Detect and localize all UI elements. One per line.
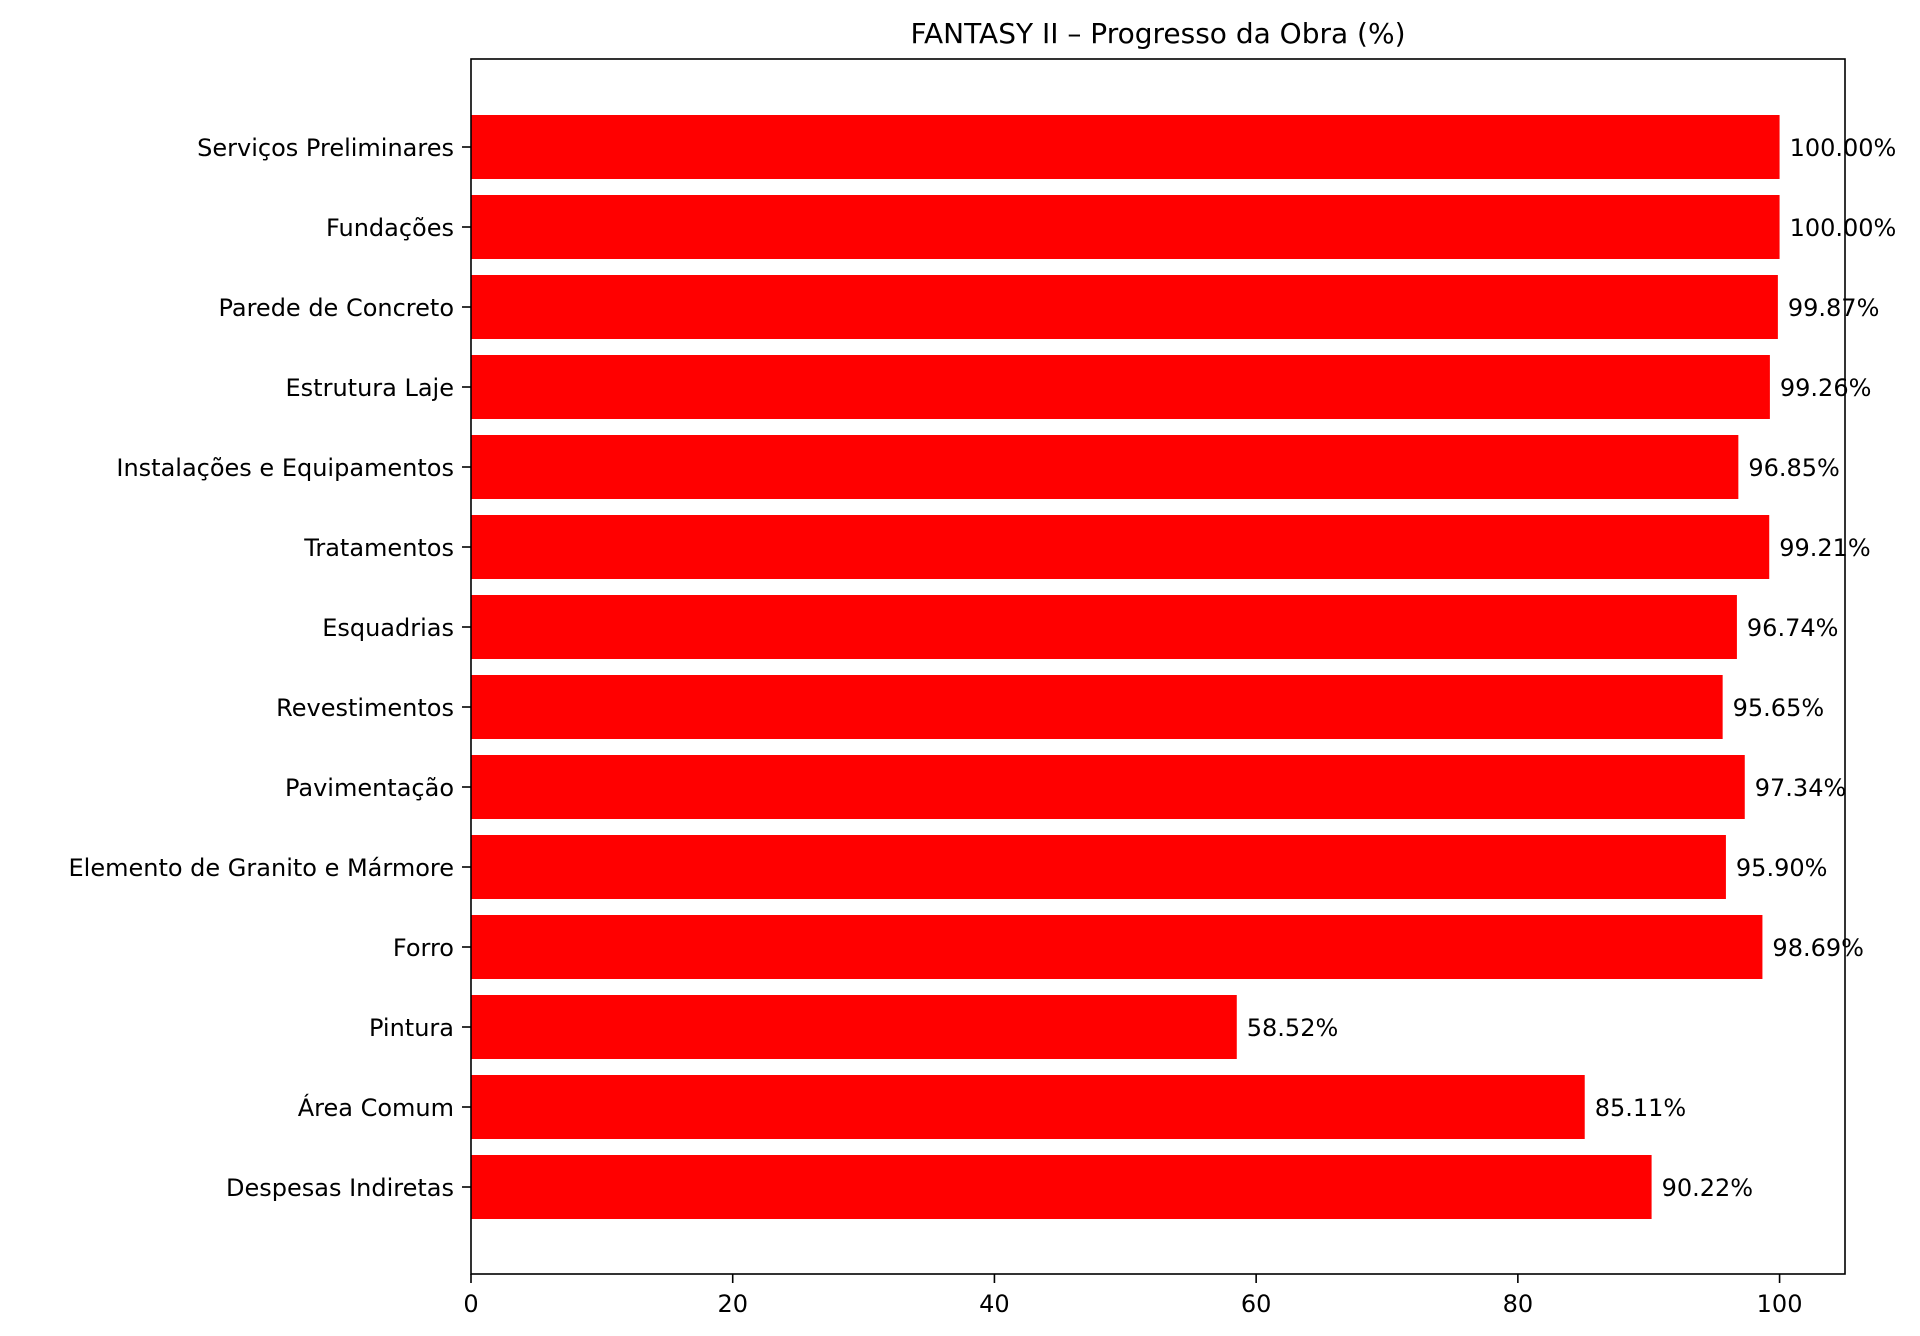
bar xyxy=(471,835,1726,899)
x-tick-label: 100 xyxy=(1757,1290,1803,1318)
data-label: 85.11% xyxy=(1595,1094,1687,1122)
x-tick-label: 40 xyxy=(979,1290,1010,1318)
data-label: 99.26% xyxy=(1780,374,1872,402)
bar xyxy=(471,515,1770,579)
x-axis: 0 20 40 60 80 100 xyxy=(463,1274,1802,1318)
data-label: 96.85% xyxy=(1748,454,1840,482)
data-labels-group: 100.00% 100.00% 99.87% 99.26% 96.85% 99.21% 96… xyxy=(1247,134,1897,1202)
y-tick-label: Revestimentos xyxy=(276,694,454,722)
bar xyxy=(471,675,1723,739)
data-label: 95.90% xyxy=(1736,854,1828,882)
data-label: 96.74% xyxy=(1747,614,1839,642)
y-tick-label: Serviços Preliminares xyxy=(197,134,454,162)
data-label: 99.87% xyxy=(1788,294,1880,322)
y-tick-label: Estrutura Laje xyxy=(286,374,455,402)
y-tick-label: Despesas Indiretas xyxy=(226,1174,454,1202)
bar xyxy=(471,1155,1652,1219)
bar xyxy=(471,275,1778,339)
data-label: 58.52% xyxy=(1247,1014,1339,1042)
y-tick-label: Parede de Concreto xyxy=(218,294,454,322)
y-tick-label: Esquadrias xyxy=(322,614,454,642)
x-tick-label: 80 xyxy=(1503,1290,1534,1318)
data-label: 95.65% xyxy=(1733,694,1825,722)
y-tick-label: Pavimentação xyxy=(285,774,454,802)
bar xyxy=(471,995,1237,1059)
x-tick-label: 0 xyxy=(463,1290,478,1318)
bar xyxy=(471,435,1739,499)
x-tick-label: 20 xyxy=(717,1290,748,1318)
data-label: 100.00% xyxy=(1790,214,1897,242)
bar xyxy=(471,595,1737,659)
y-tick-label: Forro xyxy=(393,934,454,962)
plot-area-frame xyxy=(470,58,1846,1275)
bars-group xyxy=(471,115,1780,1219)
bar xyxy=(471,115,1780,179)
data-label: 90.22% xyxy=(1662,1174,1754,1202)
bar xyxy=(471,355,1770,419)
y-tick-label: Instalações e Equipamentos xyxy=(116,454,454,482)
bar xyxy=(471,915,1763,979)
y-tick-label: Pintura xyxy=(369,1014,454,1042)
y-axis: Serviços Preliminares Fundações Parede de … xyxy=(69,134,471,1202)
y-tick-label: Elemento de Granito e Mármore xyxy=(69,854,455,882)
bar xyxy=(471,755,1745,819)
y-tick-label: Tratamentos xyxy=(303,534,454,562)
data-label: 99.21% xyxy=(1779,534,1871,562)
data-label: 97.34% xyxy=(1755,774,1847,802)
y-tick-label: Área Comum xyxy=(298,1093,454,1122)
chart-title: FANTASY II – Progresso da Obra (%) xyxy=(910,17,1405,50)
data-label: 100.00% xyxy=(1790,134,1897,162)
bar xyxy=(471,1075,1585,1139)
data-label: 98.69% xyxy=(1772,934,1864,962)
bar xyxy=(471,195,1780,259)
x-tick-label: 60 xyxy=(1241,1290,1272,1318)
y-tick-label: Fundações xyxy=(326,214,454,242)
